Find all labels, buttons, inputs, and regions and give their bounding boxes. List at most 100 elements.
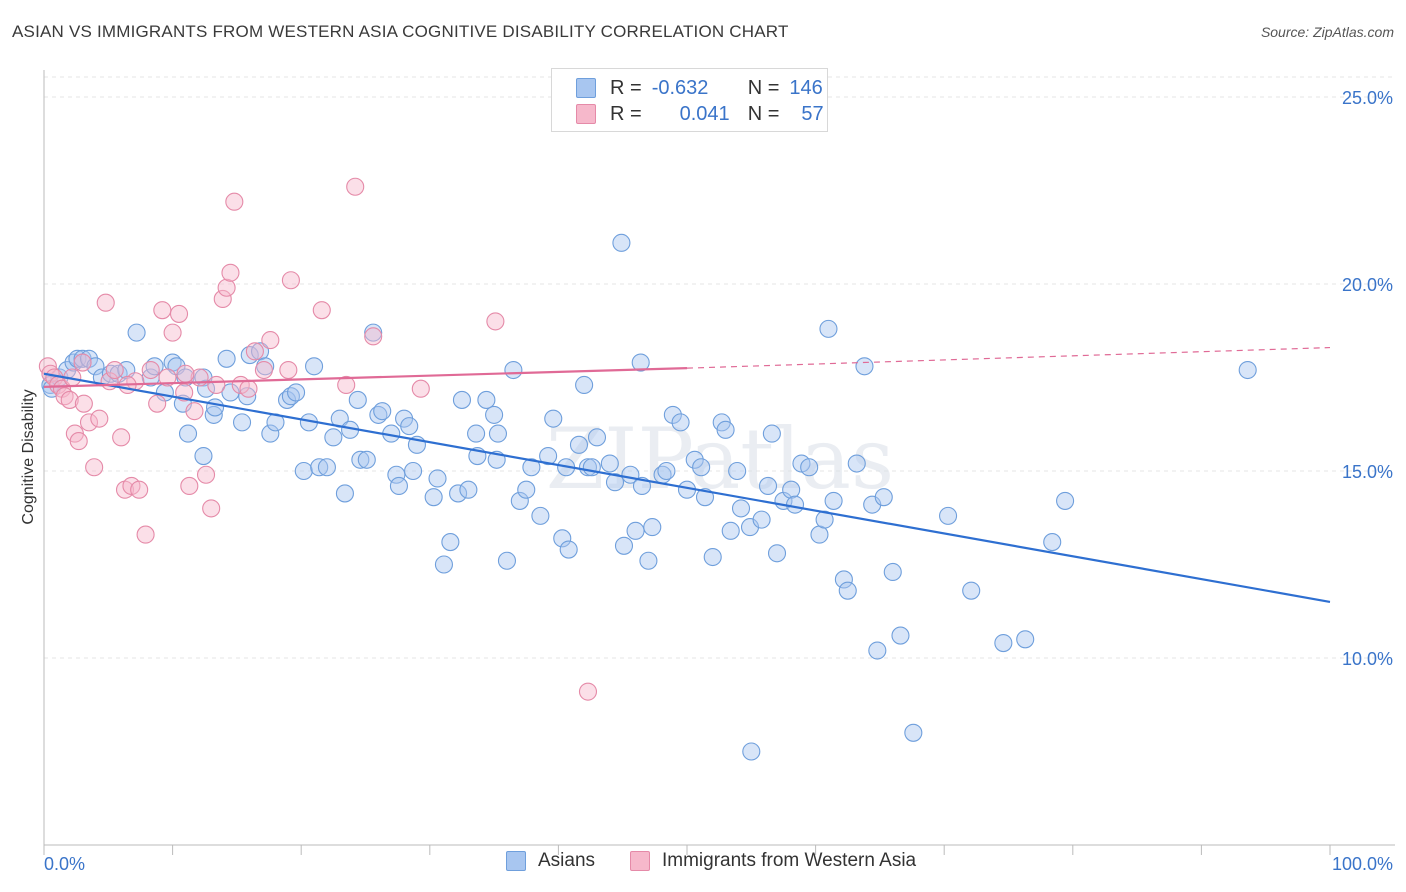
asians-point — [178, 424, 198, 443]
asians-point — [962, 581, 981, 600]
immigrants-point — [105, 360, 124, 380]
immigrants-point — [239, 379, 258, 398]
asians-point — [785, 495, 805, 514]
asians-point — [904, 723, 923, 742]
asians-point — [404, 461, 423, 481]
asians-point — [351, 450, 370, 469]
asians-point — [373, 402, 392, 421]
asians-point — [261, 424, 280, 443]
asians-point — [504, 360, 523, 380]
asians-point — [459, 480, 478, 499]
asians-point — [497, 551, 517, 570]
asians-point — [671, 413, 690, 432]
r-value: 0.041 — [679, 102, 730, 125]
legend-item-asians: Asians — [506, 850, 595, 872]
asians-point — [544, 409, 563, 428]
asians-point — [196, 379, 216, 398]
asians-point — [721, 521, 740, 540]
asians-point — [400, 417, 419, 436]
immigrants-point — [148, 394, 167, 413]
asians-point — [742, 742, 761, 761]
y-tick-label: 10.0% — [1342, 649, 1393, 669]
asians-point — [569, 435, 589, 454]
asians-point — [127, 323, 146, 342]
asians-point — [452, 390, 472, 409]
asians-point — [752, 510, 771, 529]
immigrants-point — [169, 304, 189, 323]
asians-point — [477, 390, 496, 409]
asians-point — [600, 454, 619, 473]
asians-point — [1056, 491, 1075, 510]
asians-point — [874, 488, 893, 507]
immigrants-point — [213, 289, 232, 309]
r-label: R = — [610, 102, 642, 125]
asians-point — [824, 491, 843, 510]
asians-point — [782, 480, 801, 499]
asians-point — [357, 450, 376, 469]
asians-point — [695, 488, 715, 507]
asians-point — [531, 506, 550, 525]
asians-point — [639, 551, 658, 570]
y-axis-label: Cognitive Disability — [20, 389, 37, 524]
asians-legend-swatch — [506, 851, 526, 871]
immigrants-point — [90, 409, 109, 428]
immigrants-point — [112, 428, 131, 447]
n-label: N = — [747, 102, 780, 125]
asians-point — [428, 469, 447, 488]
immigrants-point — [245, 342, 264, 361]
asians-point — [800, 458, 819, 477]
asians-point — [467, 424, 486, 443]
asians-point — [204, 405, 223, 424]
immigrants-point — [69, 432, 88, 451]
asians-point — [294, 461, 313, 481]
asians-point — [614, 536, 634, 555]
legend-label-asians: Asians — [538, 850, 596, 871]
asians-point — [731, 499, 751, 518]
y-tick-label: 15.0% — [1342, 462, 1393, 482]
legend-item-immigrants: Immigrants from Western Asia — [630, 850, 916, 872]
immigrants-trend-extension — [686, 346, 1331, 369]
immigrants-point — [346, 177, 365, 196]
x-tick-label: 0.0% — [44, 854, 85, 874]
immigrants-point — [578, 682, 598, 701]
asians-point — [348, 390, 367, 409]
asians-point — [1043, 533, 1062, 552]
asians-point — [758, 476, 778, 496]
immigrants-point — [73, 353, 92, 372]
asians-point — [310, 458, 329, 477]
asians-point — [663, 405, 682, 424]
asians-point — [238, 387, 257, 406]
asians-point — [324, 428, 343, 447]
y-tick-label: 25.0% — [1342, 88, 1393, 108]
immigrants-point — [254, 360, 273, 380]
asians-point — [335, 484, 354, 503]
asians-point — [883, 562, 902, 582]
asians-point — [692, 458, 711, 477]
immigrants-point — [217, 278, 236, 297]
immigrants-point — [261, 331, 280, 350]
immigrants-point — [185, 402, 204, 421]
asians-point — [317, 458, 336, 477]
asians-point — [868, 641, 887, 660]
asians-point — [612, 233, 631, 252]
asians-point — [819, 319, 838, 338]
r-label: R = — [610, 76, 642, 99]
asians-point — [575, 375, 594, 395]
asians-point — [232, 413, 252, 432]
legend-row-immigrants: R = 0.041 N = 57 — [552, 101, 824, 127]
asians-point — [643, 518, 662, 537]
immigrants-point — [60, 390, 79, 409]
asians-point — [553, 529, 572, 548]
immigrants-point — [85, 458, 104, 477]
asians-point — [703, 547, 722, 567]
asians-point — [424, 488, 443, 507]
legend-label-immigrants: Immigrants from Western Asia — [662, 850, 917, 871]
asians-point — [631, 353, 650, 372]
asians-point — [441, 533, 460, 552]
asians-point — [449, 484, 468, 503]
immigrants-point — [175, 383, 194, 402]
asians-point — [1016, 630, 1035, 649]
immigrants-point — [486, 312, 505, 331]
asians-point — [762, 424, 781, 443]
